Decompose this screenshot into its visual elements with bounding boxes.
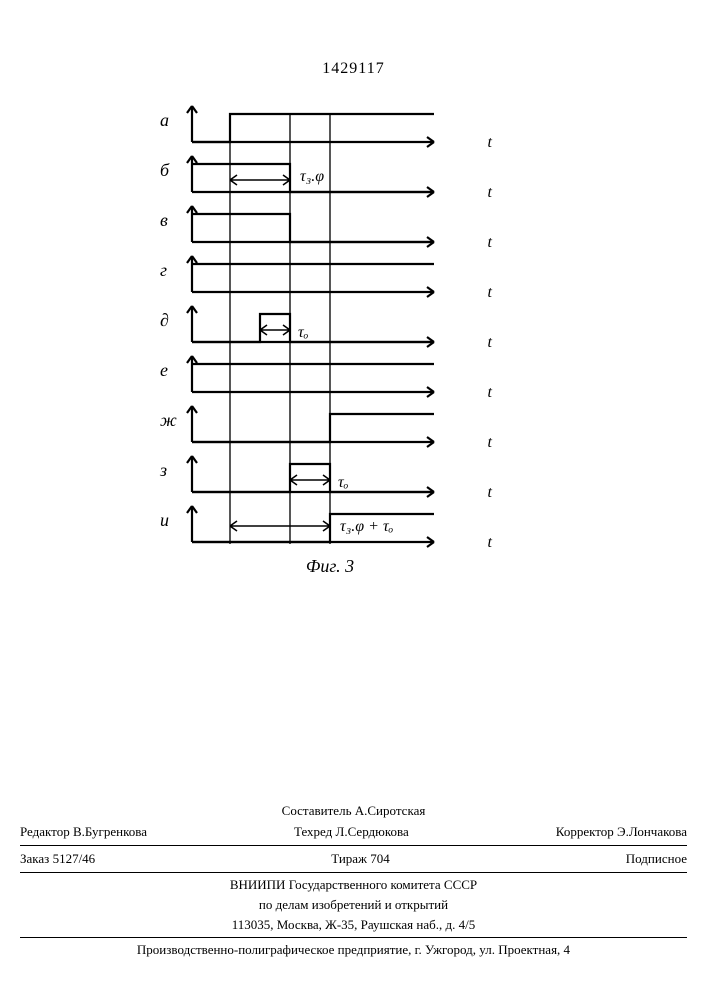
- waveform-svg: [180, 300, 440, 348]
- waveform-label: ж: [160, 410, 177, 431]
- waveform-label: а: [160, 110, 169, 131]
- waveform-row: жt: [180, 400, 480, 448]
- editor-block: Редактор В.Бугренкова: [20, 824, 147, 840]
- composer-label: Составитель: [282, 803, 352, 818]
- composer-line: Составитель А.Сиротская: [20, 801, 687, 821]
- waveform-row: еt: [180, 350, 480, 398]
- t-axis-label: t: [488, 234, 492, 252]
- waveform-row: вt: [180, 200, 480, 248]
- t-axis-label: t: [488, 284, 492, 302]
- t-axis-label: t: [488, 434, 492, 452]
- order-block: Заказ 5127/46: [20, 851, 95, 867]
- waveform-label: г: [160, 260, 167, 281]
- waveform-svg: [180, 200, 440, 248]
- waveform-row: бtτ₃.φ: [180, 150, 480, 198]
- org-line-1: ВНИИПИ Государственного комитета СССР: [20, 875, 687, 895]
- page-number: 1429117: [0, 60, 707, 78]
- waveform-annotation: τ₃.φ + τₒ: [340, 518, 393, 536]
- waveform-svg: [180, 500, 440, 548]
- figure-caption: Фиг. 3: [180, 556, 480, 577]
- waveform-svg: [180, 250, 440, 298]
- corrector-block: Корректор Э.Лончакова: [556, 824, 687, 840]
- waveform-annotation: τₒ: [338, 474, 348, 492]
- waveform-label: ∂: [160, 310, 169, 331]
- waveform-svg: [180, 450, 440, 498]
- waveform-annotation: τₒ: [298, 324, 308, 342]
- tech-editor-block: Техред Л.Сердюкова: [294, 824, 409, 840]
- org-address: 113035, Москва, Ж-35, Раушская наб., д. …: [20, 915, 687, 935]
- print-run-block: Тираж 704: [331, 851, 390, 867]
- printer-line: Производственно-полиграфическое предприя…: [20, 940, 687, 960]
- waveform-label: з: [160, 460, 167, 481]
- timing-diagram: аtбtτ₃.φвtгt∂tτₒеtжtзtτₒиtτ₃.φ + τₒ Фиг. …: [180, 100, 480, 577]
- waveform-row: аt: [180, 100, 480, 148]
- t-axis-label: t: [488, 534, 492, 552]
- waveform-svg: [180, 350, 440, 398]
- waveform-svg: [180, 400, 440, 448]
- waveform-label: и: [160, 510, 169, 531]
- waveform-label: в: [160, 210, 168, 231]
- t-axis-label: t: [488, 334, 492, 352]
- composer-name: А.Сиротская: [355, 803, 426, 818]
- waveform-label: б: [160, 160, 169, 181]
- t-axis-label: t: [488, 184, 492, 202]
- t-axis-label: t: [488, 384, 492, 402]
- t-axis-label: t: [488, 484, 492, 502]
- waveform-row: иtτ₃.φ + τₒ: [180, 500, 480, 548]
- subscription-label: Подписное: [626, 851, 687, 867]
- waveform-row: зtτₒ: [180, 450, 480, 498]
- waveform-svg: [180, 100, 440, 148]
- waveform-row: ∂tτₒ: [180, 300, 480, 348]
- waveform-row: гt: [180, 250, 480, 298]
- waveform-annotation: τ₃.φ: [300, 168, 324, 186]
- org-line-2: по делам изобретений и открытий: [20, 895, 687, 915]
- t-axis-label: t: [488, 134, 492, 152]
- colophon-footer: Составитель А.Сиротская Редактор В.Бугре…: [20, 801, 687, 960]
- waveform-label: е: [160, 360, 168, 381]
